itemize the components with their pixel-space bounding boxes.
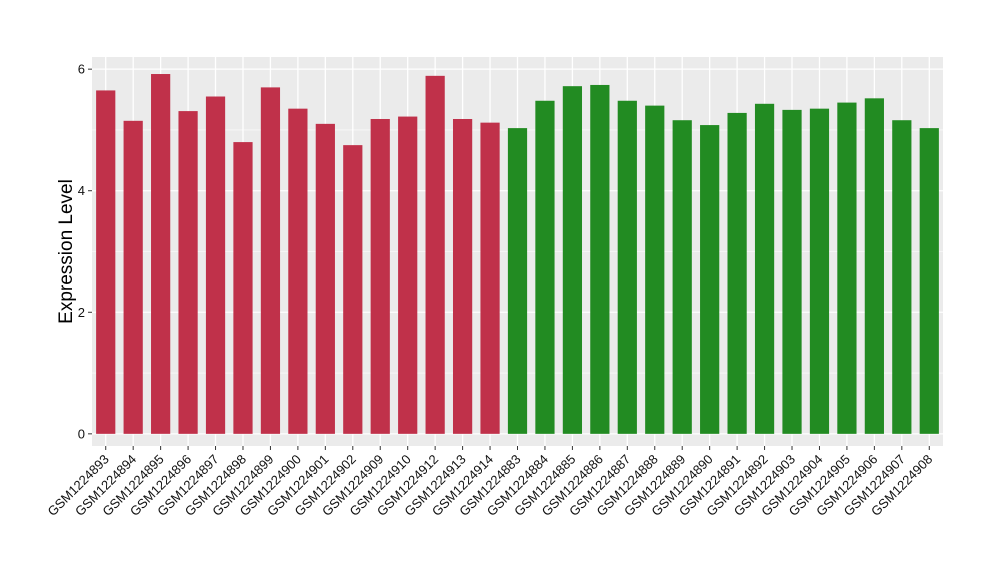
bar-GSM1224913 xyxy=(452,118,473,434)
bar-GSM1224889 xyxy=(672,120,692,434)
bar-GSM1224904 xyxy=(809,108,830,434)
bar-GSM1224895 xyxy=(151,74,171,434)
bar-GSM1224886 xyxy=(590,84,610,434)
bar-GSM1224902 xyxy=(343,145,363,434)
bar-GSM1224887 xyxy=(617,100,637,434)
bar-GSM1224908 xyxy=(919,128,939,434)
bar-GSM1224906 xyxy=(864,98,884,434)
bar-GSM1224897 xyxy=(205,96,226,434)
bar-GSM1224891 xyxy=(727,112,747,434)
y-tick-label: 4 xyxy=(78,183,85,198)
bar-GSM1224901 xyxy=(315,123,335,434)
y-tick-label: 2 xyxy=(78,305,85,320)
y-axis: 0 2 4 6 xyxy=(78,62,92,441)
bar-GSM1224884 xyxy=(535,100,555,434)
bar-GSM1224909 xyxy=(370,118,390,434)
bar-GSM1224885 xyxy=(562,86,583,434)
bar-GSM1224907 xyxy=(892,120,912,434)
y-tick-label: 6 xyxy=(78,62,85,77)
bar-GSM1224905 xyxy=(837,102,857,434)
bar-GSM1224899 xyxy=(260,87,281,434)
bar-GSM1224894 xyxy=(123,120,143,434)
y-axis-title: Expression Level xyxy=(56,179,77,324)
bar-GSM1224898 xyxy=(233,142,253,434)
bar-GSM1224912 xyxy=(425,75,445,434)
bar-GSM1224888 xyxy=(645,105,665,434)
bar-GSM1224892 xyxy=(754,103,775,434)
bar-GSM1224890 xyxy=(700,125,720,434)
bar-GSM1224893 xyxy=(96,90,116,434)
bars xyxy=(96,74,939,434)
bar-GSM1224883 xyxy=(507,128,528,434)
x-axis: GSM1224893GSM1224894GSM1224895GSM1224896… xyxy=(45,446,935,519)
bar-GSM1224914 xyxy=(480,122,500,434)
bar-GSM1224903 xyxy=(782,109,802,434)
bar-GSM1224910 xyxy=(398,116,418,434)
bar-GSM1224896 xyxy=(178,111,198,434)
y-tick-label: 0 xyxy=(78,426,85,441)
bar-GSM1224900 xyxy=(288,108,308,434)
